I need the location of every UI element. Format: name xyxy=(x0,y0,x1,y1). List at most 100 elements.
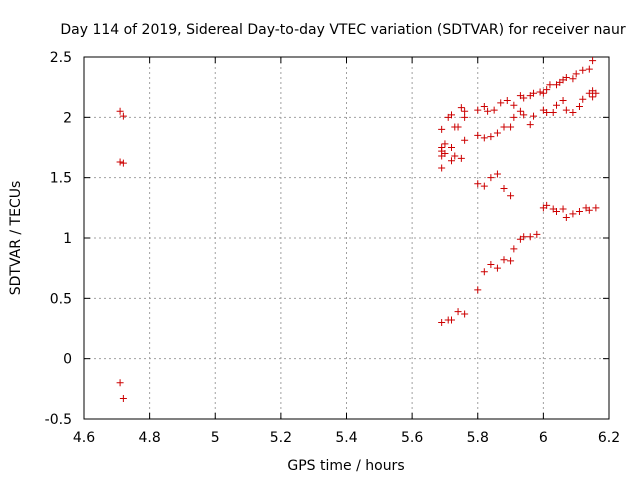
data-point xyxy=(539,89,547,97)
data-point xyxy=(119,394,127,402)
data-point xyxy=(116,379,124,387)
data-point xyxy=(579,95,587,103)
data-point xyxy=(461,107,469,115)
data-point xyxy=(487,261,495,269)
data-point xyxy=(484,107,492,115)
data-point xyxy=(543,86,551,94)
data-point xyxy=(510,101,518,109)
data-points xyxy=(116,57,600,402)
x-tick-labels: 4.6 4.8 5 5.2 5.4 5.6 5.8 6 6.2 xyxy=(73,430,620,446)
data-point xyxy=(533,230,541,238)
data-point xyxy=(454,308,462,316)
data-point xyxy=(448,111,455,119)
data-point xyxy=(589,57,597,65)
data-point xyxy=(438,318,446,326)
data-point xyxy=(530,112,538,120)
data-point xyxy=(451,152,459,160)
data-point xyxy=(503,96,511,104)
data-point xyxy=(441,150,449,158)
data-point xyxy=(569,109,577,117)
y-tick-label: 0.5 xyxy=(50,291,72,307)
data-point xyxy=(474,180,482,188)
x-tick-label: 5 xyxy=(211,430,220,446)
x-tick-label: 5.8 xyxy=(467,430,489,446)
data-point xyxy=(510,245,518,253)
y-tick-label: -0.5 xyxy=(45,412,72,428)
data-point xyxy=(520,94,528,102)
data-point xyxy=(461,136,469,144)
grid-lines xyxy=(84,57,609,419)
data-point xyxy=(526,121,534,129)
data-point xyxy=(549,109,557,117)
data-point xyxy=(553,207,560,215)
data-point xyxy=(487,174,495,182)
data-point xyxy=(585,65,593,73)
x-axis-label: GPS time / hours xyxy=(287,458,404,474)
x-tick-label: 5.4 xyxy=(335,430,357,446)
data-point xyxy=(448,157,455,165)
data-point xyxy=(553,101,560,109)
x-tick-label: 6.2 xyxy=(598,430,620,446)
y-tick-labels: -0.5 0 0.5 1 1.5 2 2.5 xyxy=(45,50,72,428)
data-point xyxy=(454,123,462,131)
data-point xyxy=(559,96,567,104)
data-point xyxy=(562,213,570,221)
data-point xyxy=(592,89,600,97)
data-point xyxy=(579,66,587,74)
data-point xyxy=(559,205,567,213)
y-axis-label: SDTVAR / TECUs xyxy=(8,181,24,296)
data-point xyxy=(474,286,482,294)
data-point xyxy=(526,233,534,241)
data-point xyxy=(461,113,469,121)
data-point xyxy=(575,102,583,110)
data-point xyxy=(480,268,488,276)
data-point xyxy=(589,93,597,101)
y-tick-label: 2.5 xyxy=(50,50,72,66)
data-point xyxy=(510,113,518,121)
data-point xyxy=(562,74,570,82)
data-point xyxy=(480,102,488,110)
x-tick-label: 4.8 xyxy=(138,430,160,446)
data-point xyxy=(500,123,508,131)
y-tick-label: 1.5 xyxy=(50,171,72,187)
data-point xyxy=(546,81,554,89)
y-tick-label: 0 xyxy=(63,352,72,368)
chart-title: Day 114 of 2019, Sidereal Day-to-day VTE… xyxy=(60,22,626,38)
data-point xyxy=(507,257,515,265)
data-point xyxy=(480,134,488,142)
data-point xyxy=(457,154,465,162)
data-point xyxy=(536,88,544,96)
data-point xyxy=(480,182,488,190)
data-point xyxy=(438,125,446,133)
data-point xyxy=(490,106,498,114)
x-tick-label: 5.6 xyxy=(401,430,423,446)
data-point xyxy=(438,164,446,172)
data-point xyxy=(493,129,501,137)
data-point xyxy=(457,104,465,112)
data-point xyxy=(516,107,524,115)
data-point xyxy=(500,256,508,264)
y-tick-label: 2 xyxy=(63,110,72,126)
data-point xyxy=(474,131,482,139)
data-point xyxy=(448,144,455,151)
data-point xyxy=(497,99,505,107)
data-point xyxy=(441,140,449,148)
data-point xyxy=(507,123,515,131)
data-point xyxy=(500,185,508,193)
x-tick-label: 6 xyxy=(539,430,548,446)
data-point xyxy=(493,170,501,178)
data-point xyxy=(585,206,593,214)
x-tick-label: 5.2 xyxy=(270,430,292,446)
y-tick-label: 1 xyxy=(63,231,72,247)
data-point xyxy=(461,310,469,318)
data-point xyxy=(493,264,501,272)
data-point xyxy=(119,159,127,167)
data-point xyxy=(562,106,570,114)
data-point xyxy=(119,112,127,120)
x-tick-label: 4.6 xyxy=(73,430,95,446)
data-point xyxy=(569,75,577,83)
data-point xyxy=(543,201,551,209)
data-point xyxy=(116,107,124,115)
data-point xyxy=(520,111,528,119)
